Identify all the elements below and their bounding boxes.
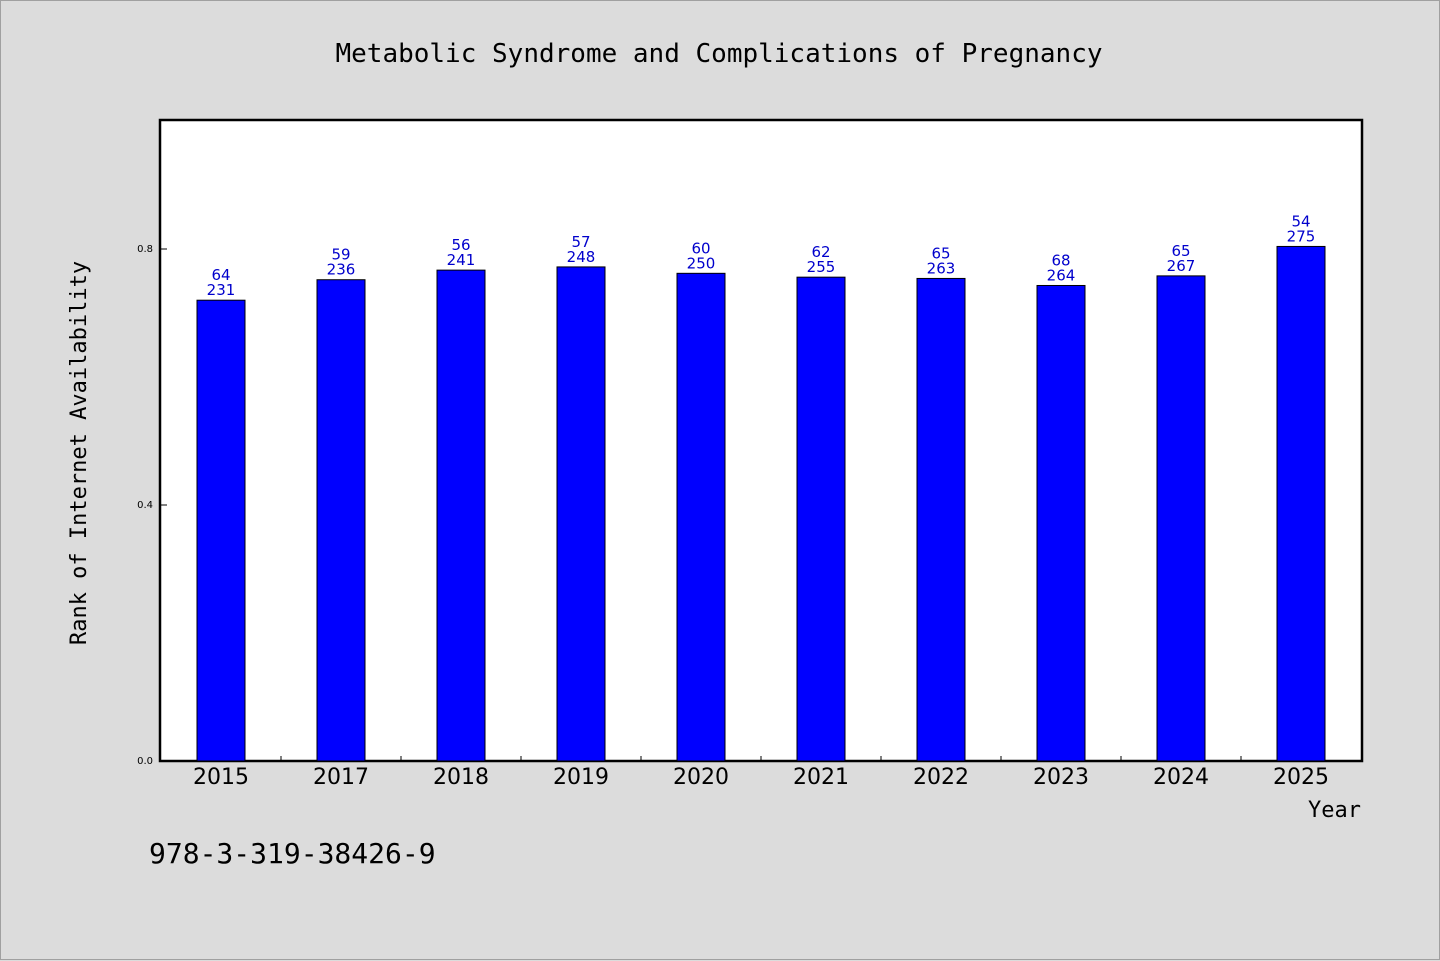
y-axis-ticks: 0.0 0.4 0.8 [137, 244, 167, 767]
bar-2023 [1036, 284, 1086, 762]
bar-2015 [196, 299, 246, 762]
x-tick-label-2022: 2022 [913, 765, 969, 790]
x-tick-label-2019: 2019 [553, 765, 609, 790]
bar-label-bottom-2018: 241 [447, 251, 476, 269]
bar-2020 [676, 272, 726, 762]
bar-label-bottom-2020: 250 [687, 254, 716, 272]
bar-label-top-2017: 59 [331, 246, 350, 264]
x-tick-label-2021: 2021 [793, 765, 849, 790]
bar-label-top-2020: 60 [691, 239, 710, 257]
bar-label-top-2019: 57 [571, 233, 590, 251]
bar-label-top-2015: 64 [211, 266, 230, 284]
bar-2019 [556, 266, 606, 762]
bars-group [196, 245, 1326, 762]
bar-label-bottom-2017: 236 [327, 261, 356, 279]
bar-label-bottom-2019: 248 [567, 248, 596, 266]
bar-label-bottom-2023: 264 [1047, 266, 1076, 284]
y-tick-label-1: 0.4 [137, 500, 153, 511]
bar-label-bottom-2025: 275 [1287, 227, 1316, 245]
bar-label-bottom-2015: 231 [207, 281, 236, 299]
y-tick-label-2: 0.8 [137, 244, 153, 255]
bar-label-top-2024: 65 [1171, 242, 1190, 260]
bar-label-top-2018: 56 [451, 236, 470, 254]
y-axis-label: Rank of Internet Availability [67, 261, 92, 645]
x-axis-ticks: 2015 2017 2018 2019 2020 2021 2022 2023 2024 2025 [193, 756, 1329, 790]
x-tick-label-2023: 2023 [1033, 765, 1089, 790]
bar-2017 [316, 279, 366, 762]
x-tick-label-2020: 2020 [673, 765, 729, 790]
x-tick-label-2018: 2018 [433, 765, 489, 790]
bar-label-bottom-2022: 263 [927, 259, 956, 277]
isbn-text: 978-3-319-38426-9 [149, 837, 436, 870]
chart-title: Metabolic Syndrome and Complications of … [335, 39, 1102, 69]
x-tick-label-2015: 2015 [193, 765, 249, 790]
x-axis-label: Year [1308, 798, 1361, 823]
bar-2025 [1276, 245, 1326, 762]
bar-2024 [1156, 275, 1206, 762]
bar-label-top-2025: 54 [1291, 212, 1310, 230]
bar-label-top-2023: 68 [1051, 251, 1070, 269]
bar-2018 [436, 269, 486, 762]
bar-label-top-2022: 65 [931, 244, 950, 262]
bar-label-bottom-2021: 255 [807, 258, 836, 276]
x-tick-label-2017: 2017 [313, 765, 369, 790]
x-tick-label-2025: 2025 [1273, 765, 1329, 790]
bar-label-bottom-2024: 267 [1167, 257, 1196, 275]
bar-label-top-2021: 62 [811, 243, 830, 261]
bar-2022 [916, 277, 966, 762]
y-tick-label-0: 0.0 [137, 756, 153, 767]
bar-2021 [796, 276, 846, 762]
x-tick-label-2024: 2024 [1153, 765, 1209, 790]
